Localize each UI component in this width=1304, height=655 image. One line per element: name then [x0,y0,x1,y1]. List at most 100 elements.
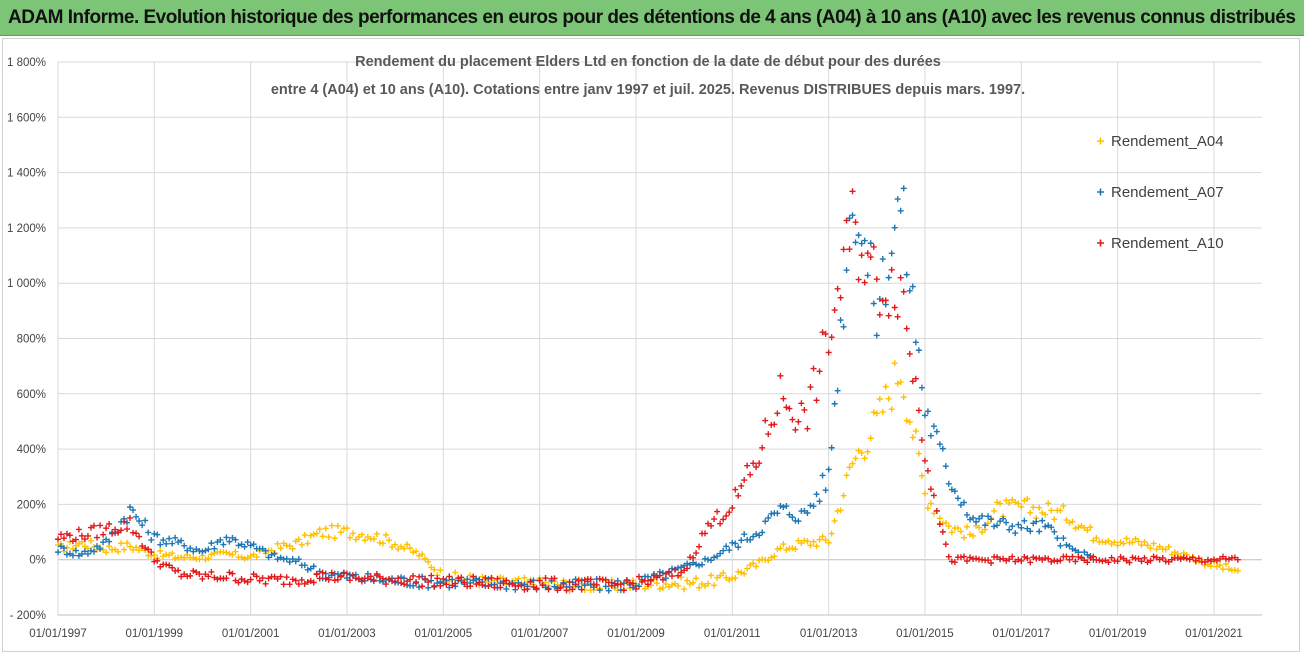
data-point [1102,557,1109,564]
data-point [407,576,414,583]
data-point [193,546,200,553]
data-point [1156,556,1163,563]
data-point [675,572,682,579]
x-tick-label: 01/01/2011 [704,628,761,640]
data-point [229,570,236,577]
data-point [1135,538,1142,545]
data-point [1222,560,1229,567]
data-point [1036,504,1043,511]
data-point [271,573,278,580]
data-point [1021,517,1028,524]
data-point [656,572,663,579]
data-point [708,557,715,564]
data-point [756,557,763,564]
data-point [461,579,468,586]
data-point [756,532,763,539]
data-point [708,522,715,529]
data-point [1063,541,1070,548]
data-point [205,573,212,580]
data-point [280,540,287,547]
data-point [864,272,871,279]
x-tick-label: 01/01/2001 [222,628,280,640]
data-point [768,554,775,561]
data-point [665,568,672,575]
data-point [566,578,573,585]
data-point [154,531,161,538]
data-point [277,554,284,561]
y-tick-label: 1 600% [7,112,46,124]
data-point [530,583,537,590]
y-tick-label: 200% [17,499,46,511]
data-point [894,196,901,203]
data-point [789,514,796,521]
data-point [223,534,230,541]
data-point [759,444,766,451]
data-point [997,500,1004,507]
data-point [1114,542,1121,549]
data-point [1018,557,1025,564]
data-point [1015,500,1022,507]
data-point [566,583,573,590]
x-tick-label: 01/01/1999 [125,628,183,640]
data-point [948,558,955,565]
data-point [672,566,679,573]
data-point [196,556,203,563]
data-point [178,573,185,580]
data-point [1132,535,1139,542]
data-point [370,535,377,542]
data-point [1090,537,1097,544]
data-point [717,550,724,557]
data-point [933,428,940,435]
data-point [960,553,967,560]
data-point [906,287,913,294]
data-point [87,547,94,554]
data-point [491,584,498,591]
x-tick-label: 01/01/2009 [607,628,665,640]
data-point [87,537,94,544]
data-point [434,575,441,582]
data-point [924,408,931,415]
data-point [419,551,426,558]
legend-marker [1097,239,1104,247]
data-point [822,330,829,337]
data-point [410,582,417,589]
data-point [939,445,946,452]
data-point [957,501,964,508]
data-point [60,535,67,542]
data-point [91,522,98,529]
data-point [681,586,688,593]
data-point [891,224,898,231]
data-point [581,582,588,589]
data-point [136,533,143,540]
x-axis-ticks: 01/01/1997 01/01/1999 01/01/2001 01/01/2003… [29,628,1243,640]
data-point [60,544,67,551]
legend: Rendement_A04 Rendement_A07 Rendement_A10 [1097,133,1224,252]
data-point [608,582,615,589]
data-point [328,522,335,529]
data-point [819,472,826,479]
data-point [1045,555,1052,562]
data-point [828,334,835,341]
data-point [605,587,612,594]
data-point [1075,553,1082,560]
data-point [849,212,856,219]
data-point [970,514,977,521]
data-point [1021,553,1028,560]
data-point [964,523,970,530]
data-point [964,558,970,565]
data-point [735,568,742,575]
data-point [1150,553,1157,560]
data-point [870,409,877,416]
data-point [298,576,305,583]
data-point [702,555,709,562]
data-point [1141,554,1148,561]
data-point [1159,554,1166,561]
data-point [1171,549,1178,556]
data-point [1138,542,1145,549]
data-point [927,432,934,439]
data-point [100,539,107,546]
data-point [924,505,931,512]
data-point [238,541,245,548]
data-point [714,574,721,581]
data-point [900,288,907,295]
